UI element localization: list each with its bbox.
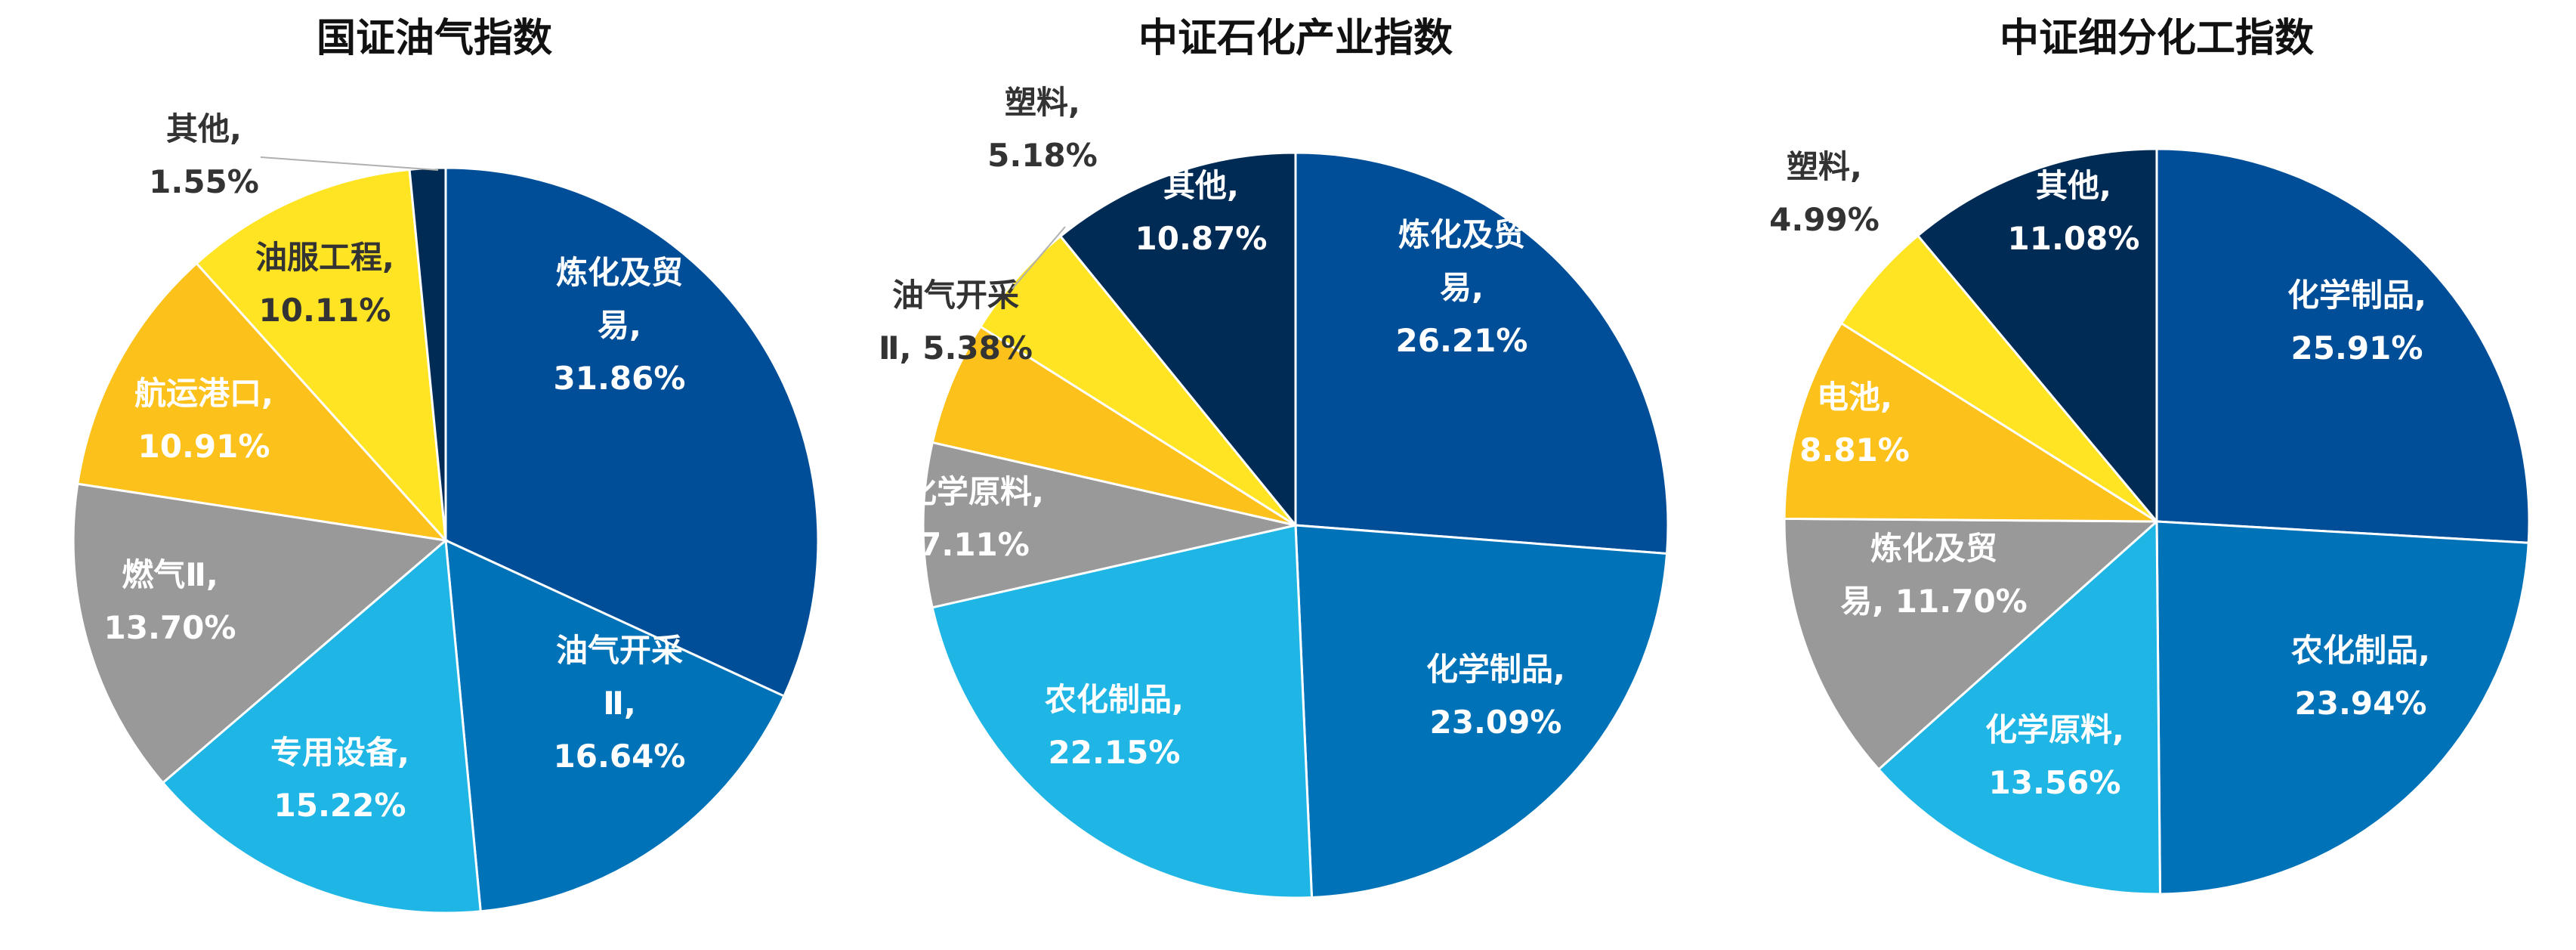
data-label-line: 5.18% bbox=[987, 137, 1098, 174]
data-label-油气开采-: 油气开采 Ⅱ, 16.64% bbox=[554, 632, 686, 775]
data-label-化学原料: 化学原料, 13.56% bbox=[1985, 711, 2124, 801]
data-label-塑料: 塑料, 4.99% bbox=[1769, 148, 1879, 238]
data-label-line: 13.56% bbox=[1989, 764, 2121, 801]
data-label-line: 22.15% bbox=[1049, 734, 1181, 771]
data-label-化学制品: 化学制品, 25.91% bbox=[2287, 277, 2426, 367]
pie-slice-化学原料 bbox=[1876, 518, 2162, 896]
pie-slice-塑料 bbox=[1839, 234, 2158, 523]
data-label-电池: 电池, 8.81% bbox=[1799, 379, 1910, 469]
data-label-line: Ⅱ, 5.38% bbox=[879, 330, 1033, 367]
pie-slice-专用设备 bbox=[161, 537, 482, 914]
data-label-line: 炼化及贸 bbox=[1870, 530, 1997, 567]
data-label-line: 8.81% bbox=[1799, 432, 1910, 469]
data-label-line: 10.91% bbox=[138, 428, 270, 465]
data-label-line: 10.11% bbox=[259, 292, 391, 329]
pie-slice-航运港口 bbox=[76, 261, 449, 543]
pie-slice-化学原料 bbox=[922, 441, 1296, 609]
pie-slice-其他 bbox=[1058, 151, 1297, 529]
pie-slice-炼化及贸易 bbox=[444, 166, 820, 698]
data-label-line: 1.55% bbox=[149, 163, 259, 200]
data-label-line: 7.11% bbox=[919, 526, 1030, 563]
data-label-line: 塑料, bbox=[1787, 148, 1862, 185]
data-label-line: 13.70% bbox=[104, 609, 236, 646]
data-label-line: 易, 11.70% bbox=[1840, 583, 2028, 620]
data-label-line: 化学制品, bbox=[1426, 651, 1565, 688]
data-label-line: 油气开采 bbox=[892, 277, 1019, 314]
data-label-line: 31.86% bbox=[554, 360, 686, 397]
pie-slice-油气开采- bbox=[444, 538, 786, 913]
pie-slice-化学制品 bbox=[1294, 524, 1669, 899]
data-label-line: 炼化及贸 bbox=[556, 254, 683, 291]
pie-slice-油服工程 bbox=[195, 168, 447, 544]
chart-title: 国证油气指数 bbox=[317, 16, 552, 61]
data-label-line: 10.87% bbox=[1135, 220, 1268, 257]
data-label-line: 化学原料, bbox=[1985, 711, 2124, 748]
chart-title: 中证细分化工指数 bbox=[2000, 16, 2314, 61]
data-label-line: 塑料, bbox=[1005, 84, 1080, 121]
data-label-炼化及贸易: 炼化及贸易, 31.86% bbox=[554, 254, 686, 397]
data-label-line: 农化制品, bbox=[2291, 632, 2430, 669]
data-label-其他: 其他, 10.87% bbox=[1135, 167, 1268, 257]
data-label-line: 其他, bbox=[166, 110, 242, 147]
pie-slice-化学制品 bbox=[2155, 147, 2531, 544]
data-label-line: 化学制品, bbox=[2287, 277, 2426, 314]
data-label-line: 专用设备, bbox=[270, 734, 409, 771]
pie-chart-csi-sub-chemical: 中证细分化工指数 化学制品, 25.91% 农化制品, 23.94% 化学原料, 13.5… bbox=[1769, 16, 2531, 896]
pie-chart-guozheng-oil-gas: 国证油气指数 炼化及贸易, 31.86% 油气开采 Ⅱ, 16.64% 专用设备, 15.2… bbox=[72, 16, 820, 914]
pie-slice-农化制品 bbox=[2155, 520, 2530, 896]
data-label-燃气-: 燃气Ⅱ, 13.70% bbox=[104, 556, 236, 646]
pie-slice-其他 bbox=[1916, 147, 2158, 525]
data-label-line: 电池, bbox=[1817, 379, 1892, 416]
data-label-line: 其他, bbox=[1163, 167, 1239, 204]
pie-slice-炼化及贸易 bbox=[1783, 517, 2160, 772]
pie-slice-其他 bbox=[408, 166, 447, 541]
data-label-line: 23.09% bbox=[1430, 704, 1562, 741]
data-label-line: 25.91% bbox=[2291, 330, 2423, 367]
data-label-line: 炼化及贸 bbox=[1398, 216, 1525, 253]
data-label-油气开采-: 油气开采 Ⅱ, 5.38% bbox=[879, 277, 1033, 367]
data-label-line: 油服工程, bbox=[255, 239, 394, 276]
data-label-line: 11.08% bbox=[2008, 220, 2140, 257]
data-label-line: 航运港口, bbox=[134, 375, 273, 412]
data-label-line: 26.21% bbox=[1396, 322, 1528, 359]
data-label-line: 易, bbox=[598, 307, 641, 344]
data-label-line: Ⅱ, bbox=[603, 685, 636, 722]
data-label-农化制品: 农化制品, 22.15% bbox=[1045, 681, 1184, 771]
pie-slice-炼化及贸易 bbox=[1294, 151, 1669, 555]
data-label-line: 油气开采 bbox=[556, 632, 683, 669]
pie-slice-电池 bbox=[1783, 321, 2161, 523]
leader-line bbox=[1012, 226, 1066, 289]
data-label-line: 农化制品, bbox=[1045, 681, 1184, 718]
data-label-化学原料: 化学原料, 7.11% bbox=[905, 473, 1044, 563]
data-label-专用设备: 专用设备, 15.22% bbox=[270, 734, 409, 824]
data-label-航运港口: 航运港口, 10.91% bbox=[134, 375, 273, 465]
data-label-line: 23.94% bbox=[2295, 685, 2427, 722]
data-label-化学制品: 化学制品, 23.09% bbox=[1426, 651, 1565, 741]
pie-chart-csi-petrochemical: 中证石化产业指数 炼化及贸易, 26.21% 化学制品, 23.09% 农化制品, 22.… bbox=[879, 16, 1669, 899]
pie-slice-塑料 bbox=[978, 234, 1297, 527]
data-label-line: 15.22% bbox=[274, 787, 406, 824]
data-label-其他: 其他, 11.08% bbox=[2008, 167, 2140, 257]
pie-slice-油气开采- bbox=[931, 325, 1296, 527]
data-label-line: 化学原料, bbox=[905, 473, 1044, 510]
data-label-油服工程: 油服工程, 10.11% bbox=[255, 239, 394, 329]
pie-slice-燃气- bbox=[72, 482, 449, 784]
data-label-炼化及贸易: 炼化及贸易, 11.70% bbox=[1840, 530, 2028, 620]
data-label-农化制品: 农化制品, 23.94% bbox=[2291, 632, 2430, 722]
data-label-line: 其他, bbox=[2036, 167, 2111, 204]
data-label-其他: 其他, 1.55% bbox=[149, 110, 259, 200]
data-label-塑料: 塑料, 5.18% bbox=[987, 84, 1098, 174]
data-label-line: 16.64% bbox=[554, 738, 686, 775]
data-label-line: 燃气Ⅱ, bbox=[122, 556, 218, 593]
pie-slice-农化制品 bbox=[931, 524, 1314, 899]
data-label-line: 4.99% bbox=[1769, 201, 1879, 238]
data-label-炼化及贸易: 炼化及贸易, 26.21% bbox=[1396, 216, 1528, 359]
leader-line bbox=[260, 156, 439, 171]
chart-title: 中证石化产业指数 bbox=[1138, 16, 1453, 61]
data-label-line: 易, bbox=[1440, 269, 1484, 306]
